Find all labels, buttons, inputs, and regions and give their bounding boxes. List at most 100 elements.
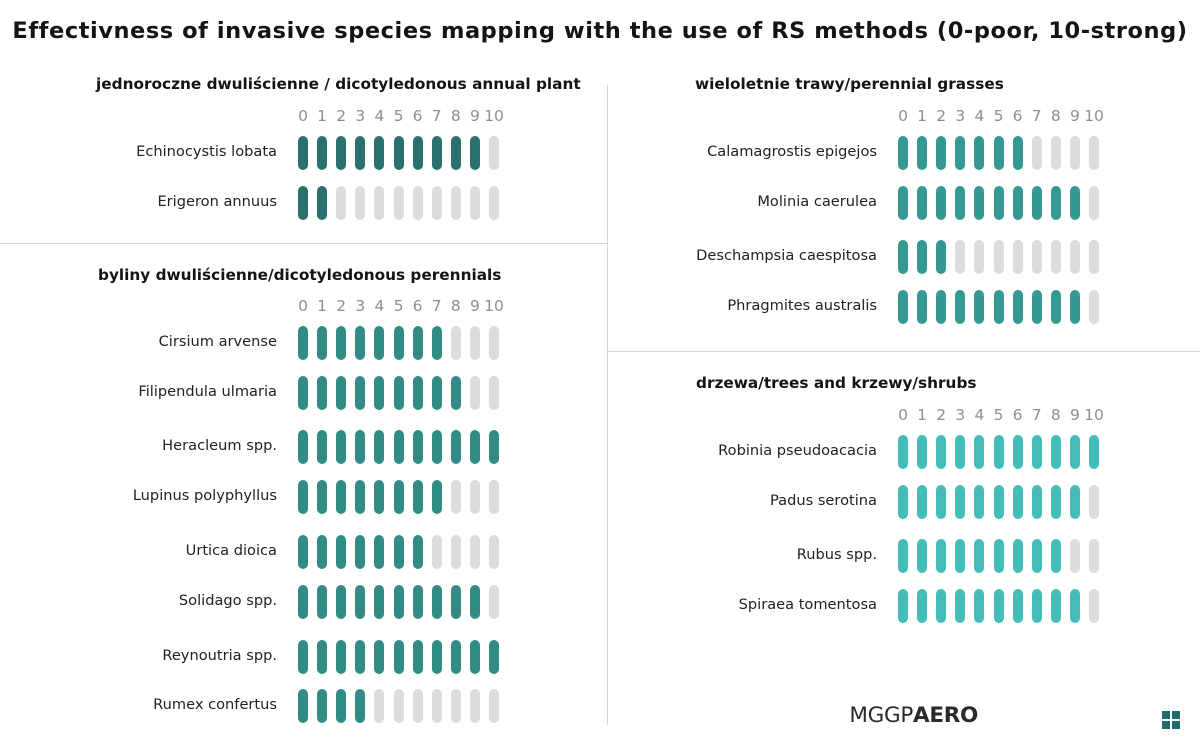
- score-pill-filled: [355, 376, 366, 410]
- score-pill-empty: [974, 240, 985, 274]
- score-pill-filled: [355, 689, 366, 723]
- score-pill-filled: [955, 589, 966, 623]
- score-pill-filled: [489, 430, 499, 464]
- score-pill-empty: [450, 186, 461, 220]
- score-pill-filled: [936, 485, 947, 519]
- score-pill-empty: [1069, 136, 1080, 170]
- score-pill-empty: [431, 689, 442, 723]
- tick-label: 10: [484, 107, 504, 125]
- score-pill-filled: [431, 480, 442, 514]
- score-pill-filled: [412, 535, 423, 569]
- score-pill-empty: [374, 689, 385, 723]
- score-pill-filled: [993, 435, 1004, 469]
- score-pill-filled: [1031, 589, 1042, 623]
- score-pill-filled: [317, 376, 328, 410]
- score-pill-empty: [1031, 240, 1042, 274]
- score-pill-filled: [317, 430, 328, 464]
- score-pill-filled: [317, 136, 328, 170]
- score-pill-filled: [412, 585, 423, 619]
- score-pill-filled: [1050, 186, 1061, 220]
- score-pill-empty: [993, 240, 1004, 274]
- row-label: Molinia caerulea: [757, 193, 877, 210]
- score-pill-empty: [431, 186, 442, 220]
- score-pill-empty: [1089, 485, 1099, 519]
- score-pill-filled: [469, 640, 480, 674]
- panel-title: jednoroczne dwuliścienne / dicotyledonou…: [96, 75, 581, 93]
- tick-label: 2: [936, 406, 947, 424]
- score-pill-empty: [489, 376, 499, 410]
- score-pill-filled: [898, 435, 908, 469]
- tick-label: 4: [374, 297, 385, 315]
- score-pill-filled: [298, 136, 308, 170]
- score-pill-filled: [374, 430, 385, 464]
- score-pill-filled: [1012, 589, 1023, 623]
- score-pill-filled: [1031, 290, 1042, 324]
- tick-label: 9: [1069, 107, 1080, 125]
- score-pill-filled: [898, 186, 908, 220]
- score-pill-filled: [431, 640, 442, 674]
- score-pill-filled: [898, 290, 908, 324]
- score-pill-filled: [336, 430, 347, 464]
- score-pill-filled: [298, 376, 308, 410]
- score-pill-empty: [1050, 136, 1061, 170]
- score-pill-filled: [1012, 136, 1023, 170]
- score-pill-filled: [412, 480, 423, 514]
- tick-label: 6: [1012, 406, 1023, 424]
- score-pill-filled: [898, 589, 908, 623]
- tick-label: 9: [469, 107, 480, 125]
- score-pill-filled: [336, 689, 347, 723]
- score-pill-empty: [489, 326, 499, 360]
- score-pill-empty: [469, 535, 480, 569]
- score-pill-empty: [450, 326, 461, 360]
- score-pill-empty: [489, 480, 499, 514]
- score-pill-filled: [1069, 290, 1080, 324]
- score-pill-filled: [298, 430, 308, 464]
- score-pill-filled: [298, 326, 308, 360]
- score-pill-filled: [298, 535, 308, 569]
- score-pill-filled: [374, 640, 385, 674]
- score-pill-filled: [431, 376, 442, 410]
- row-label: Robinia pseudoacacia: [718, 442, 877, 459]
- score-pill-filled: [336, 585, 347, 619]
- score-pill-filled: [336, 136, 347, 170]
- row-label: Spiraea tomentosa: [738, 596, 877, 613]
- score-pill-filled: [317, 689, 328, 723]
- score-pill-empty: [1031, 136, 1042, 170]
- score-pill-filled: [393, 480, 404, 514]
- panel-title: wieloletnie trawy/perennial grasses: [695, 75, 1004, 93]
- tick-label: 4: [374, 107, 385, 125]
- score-pill-filled: [355, 480, 366, 514]
- tick-label: 3: [355, 107, 366, 125]
- score-pill-filled: [317, 640, 328, 674]
- score-pill-filled: [1031, 539, 1042, 573]
- score-pill-filled: [336, 535, 347, 569]
- score-pill-filled: [955, 186, 966, 220]
- score-pill-filled: [298, 640, 308, 674]
- row-label: Solidago spp.: [178, 592, 277, 609]
- score-pill-filled: [917, 136, 928, 170]
- tick-label: 6: [412, 297, 423, 315]
- score-pill-filled: [955, 539, 966, 573]
- score-pill-filled: [936, 186, 947, 220]
- score-pill-filled: [355, 430, 366, 464]
- score-pill-filled: [917, 589, 928, 623]
- score-pill-filled: [1012, 435, 1023, 469]
- tick-label: 8: [450, 297, 461, 315]
- score-pill-filled: [431, 430, 442, 464]
- score-pill-filled: [355, 535, 366, 569]
- tick-label: 0: [898, 107, 908, 125]
- score-pill-filled: [450, 585, 461, 619]
- row-label: Reynoutria spp.: [162, 647, 277, 664]
- tick-label: 7: [431, 297, 442, 315]
- row-label: Erigeron annuus: [157, 193, 277, 210]
- tick-label: 5: [393, 297, 404, 315]
- score-pill-filled: [336, 326, 347, 360]
- score-pill-empty: [450, 689, 461, 723]
- score-pill-filled: [917, 435, 928, 469]
- tick-label: 6: [1012, 107, 1023, 125]
- score-pill-filled: [1050, 435, 1061, 469]
- tick-label: 0: [298, 297, 308, 315]
- score-pill-filled: [393, 535, 404, 569]
- score-pill-filled: [298, 186, 308, 220]
- panel-title: drzewa/trees and krzewy/shrubs: [696, 374, 977, 392]
